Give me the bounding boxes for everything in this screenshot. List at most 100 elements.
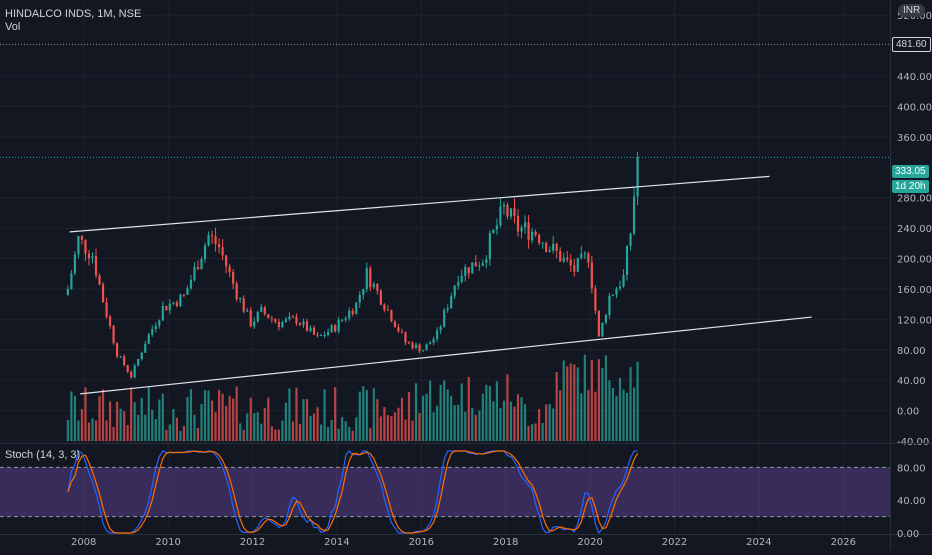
candle[interactable] — [154, 325, 157, 329]
candle[interactable] — [530, 231, 534, 241]
volume-legend[interactable]: Vol — [5, 21, 21, 33]
candle[interactable] — [302, 321, 305, 325]
candle[interactable] — [562, 257, 565, 262]
candle[interactable] — [432, 338, 435, 343]
candle[interactable] — [316, 334, 319, 336]
candle[interactable] — [210, 235, 214, 237]
currency-button[interactable]: INR — [898, 4, 926, 17]
candle[interactable] — [587, 253, 590, 263]
candle[interactable] — [87, 253, 91, 259]
candle[interactable] — [263, 307, 266, 315]
candle[interactable] — [312, 327, 316, 335]
candle[interactable] — [464, 267, 467, 276]
candle[interactable] — [404, 332, 407, 343]
candle[interactable] — [369, 268, 372, 288]
candle[interactable] — [400, 331, 404, 333]
candle[interactable] — [161, 305, 164, 321]
candle[interactable] — [355, 302, 358, 315]
candle[interactable] — [189, 279, 193, 289]
candle[interactable] — [84, 239, 87, 254]
candle[interactable] — [632, 196, 636, 234]
candle[interactable] — [580, 253, 583, 258]
candle[interactable] — [538, 234, 541, 244]
candle[interactable] — [298, 323, 302, 325]
candle[interactable] — [488, 232, 491, 260]
candle[interactable] — [622, 275, 625, 287]
candle[interactable] — [200, 259, 203, 270]
candle[interactable] — [393, 321, 397, 328]
candle[interactable] — [594, 288, 597, 311]
candle[interactable] — [453, 285, 456, 297]
candle[interactable] — [629, 233, 632, 246]
candle[interactable] — [358, 294, 361, 303]
candle[interactable] — [130, 371, 133, 378]
candle[interactable] — [520, 227, 523, 232]
candle[interactable] — [576, 257, 579, 272]
candle[interactable] — [281, 321, 284, 328]
candle[interactable] — [499, 206, 502, 226]
candle[interactable] — [625, 245, 629, 276]
trendlines[interactable] — [69, 175, 812, 395]
candle[interactable] — [274, 319, 277, 322]
candle[interactable] — [260, 307, 263, 312]
candle[interactable] — [365, 268, 368, 289]
candle[interactable] — [323, 334, 326, 336]
candle[interactable] — [137, 358, 140, 366]
candle[interactable] — [372, 283, 375, 288]
stoch-legend[interactable]: Stoch (14, 3, 3) — [5, 449, 81, 461]
candle[interactable] — [555, 243, 558, 252]
candle[interactable] — [147, 334, 150, 345]
candle[interactable] — [351, 310, 354, 315]
candle[interactable] — [253, 321, 256, 327]
candle[interactable] — [172, 302, 175, 304]
candle[interactable] — [601, 322, 604, 337]
symbol-legend[interactable]: HINDALCO INDS, 1M, NSE — [5, 8, 142, 20]
candle[interactable] — [495, 225, 498, 230]
candle[interactable] — [235, 283, 238, 300]
candle[interactable] — [485, 259, 488, 264]
candle[interactable] — [66, 289, 69, 296]
candle[interactable] — [509, 208, 513, 217]
candle[interactable] — [267, 314, 270, 319]
candle[interactable] — [270, 318, 273, 320]
candle[interactable] — [590, 262, 593, 289]
candle[interactable] — [559, 251, 562, 262]
candle[interactable] — [407, 342, 411, 344]
candle[interactable] — [94, 256, 98, 276]
candle[interactable] — [379, 290, 382, 305]
candle[interactable] — [527, 222, 530, 241]
candle[interactable] — [256, 311, 259, 322]
candle[interactable] — [133, 365, 136, 378]
candle[interactable] — [277, 321, 280, 328]
candle[interactable] — [492, 229, 495, 233]
candle[interactable] — [98, 275, 101, 285]
candle[interactable] — [344, 318, 347, 320]
candle[interactable] — [597, 310, 600, 337]
candle[interactable] — [319, 335, 323, 337]
candle[interactable] — [439, 326, 442, 331]
candle[interactable] — [467, 267, 470, 274]
candle[interactable] — [376, 283, 379, 291]
candle[interactable] — [573, 265, 576, 272]
candle[interactable] — [611, 294, 615, 296]
candle[interactable] — [182, 294, 186, 296]
candle[interactable] — [386, 309, 389, 311]
candle[interactable] — [249, 310, 252, 327]
candle[interactable] — [116, 343, 119, 357]
candle[interactable] — [144, 344, 147, 353]
candle[interactable] — [309, 327, 312, 332]
candle[interactable] — [397, 327, 400, 332]
candle[interactable] — [513, 208, 516, 216]
candle[interactable] — [218, 244, 221, 248]
candle[interactable] — [105, 302, 108, 317]
candle[interactable] — [203, 245, 207, 260]
candle[interactable] — [481, 263, 484, 266]
candle[interactable] — [421, 350, 425, 352]
candle[interactable] — [295, 316, 298, 324]
price-candles[interactable] — [66, 152, 639, 379]
candle[interactable] — [305, 321, 309, 332]
candle[interactable] — [126, 365, 129, 372]
candle[interactable] — [450, 296, 453, 309]
candle[interactable] — [523, 222, 527, 228]
